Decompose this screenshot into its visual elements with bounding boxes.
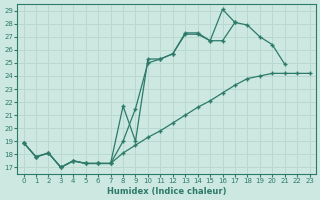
X-axis label: Humidex (Indice chaleur): Humidex (Indice chaleur)	[107, 187, 226, 196]
